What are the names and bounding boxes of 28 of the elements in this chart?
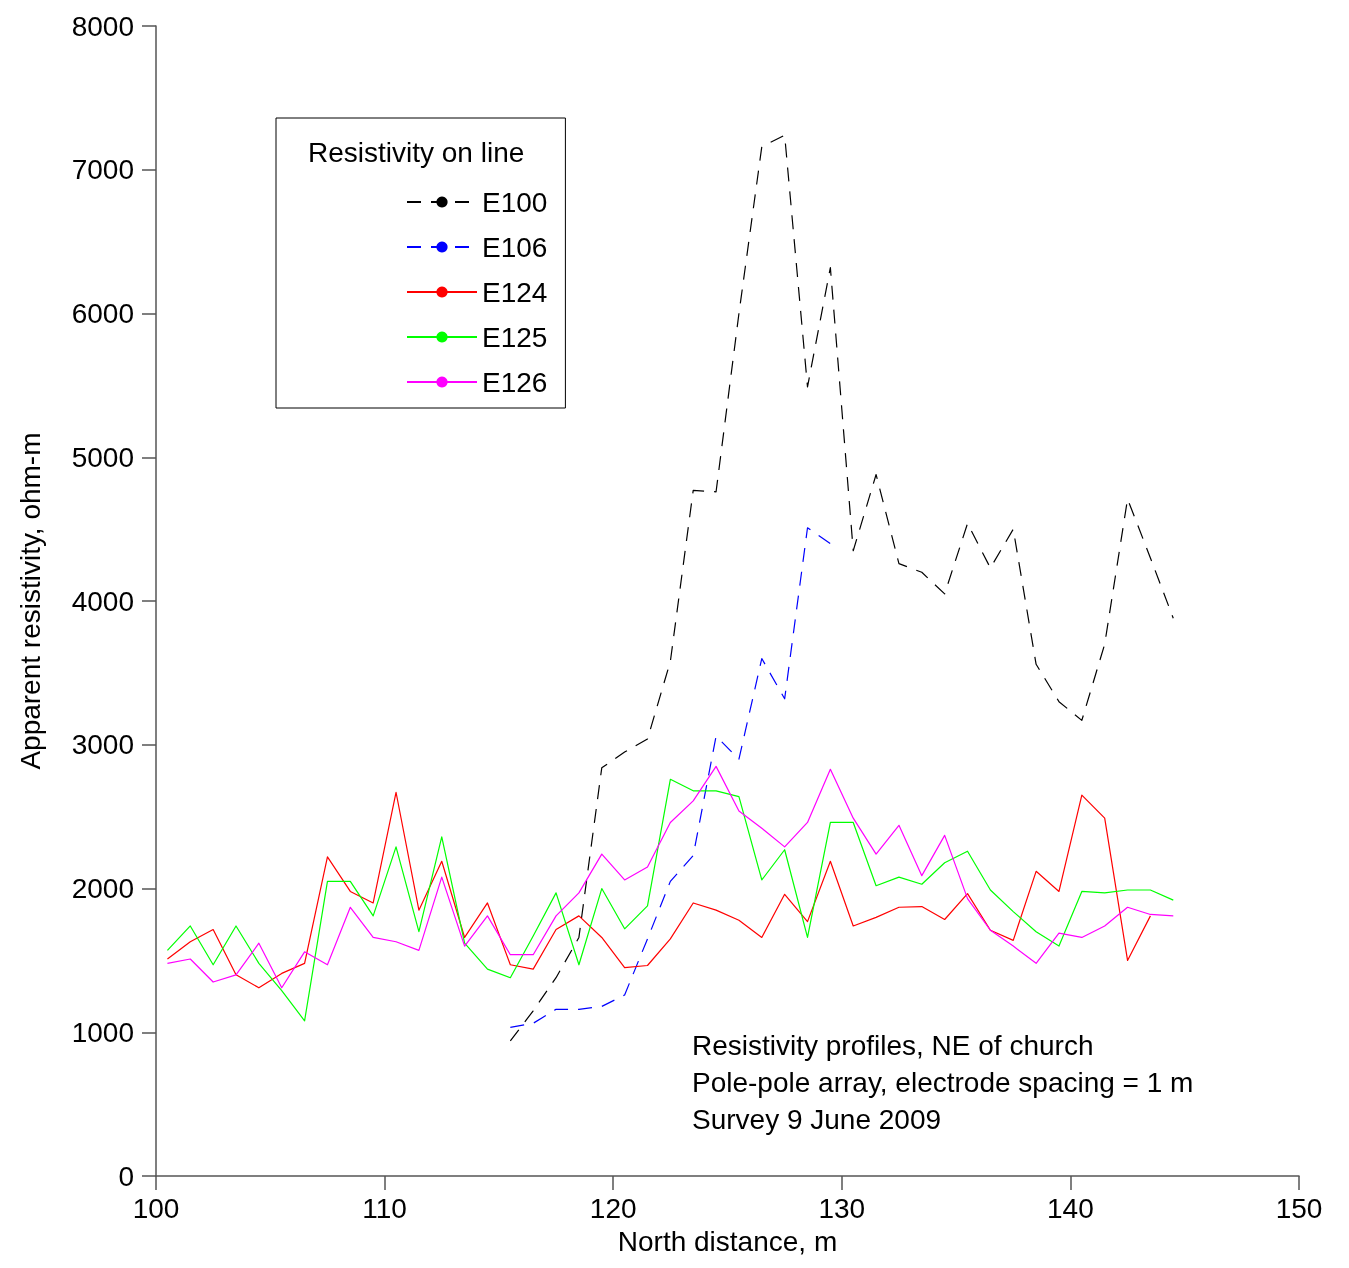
y-tick-label: 6000 bbox=[71, 298, 134, 330]
legend-label: E100 bbox=[482, 186, 548, 218]
x-tick-label: 100 bbox=[132, 1192, 180, 1224]
y-tick-label: 2000 bbox=[71, 873, 134, 905]
annotation: Pole-pole array, electrode spacing = 1 m bbox=[692, 1066, 1194, 1098]
legend-label: E106 bbox=[482, 231, 548, 263]
x-tick-label: 140 bbox=[1047, 1192, 1094, 1224]
line-series bbox=[166, 778, 1174, 1022]
x-tick-label: 120 bbox=[589, 1192, 637, 1224]
y-tick-label: 3000 bbox=[71, 729, 134, 761]
legend-label: E126 bbox=[482, 366, 548, 398]
y-tick-label: 7000 bbox=[71, 154, 134, 186]
legend-label: E125 bbox=[482, 321, 548, 353]
y-tick-label: 5000 bbox=[71, 441, 134, 473]
x-axis-title: North distance, m bbox=[617, 1225, 838, 1257]
y-axis-title: Apparent resistivity, ohm-m bbox=[14, 432, 46, 770]
y-tick-label: 0 bbox=[118, 1160, 134, 1192]
legend-title: Resistivity on line bbox=[308, 136, 525, 168]
y-tick-label: 8000 bbox=[71, 10, 134, 42]
x-tick-label: 150 bbox=[1275, 1192, 1323, 1224]
annotation: Survey 9 June 2009 bbox=[692, 1103, 942, 1135]
y-tick-label: 4000 bbox=[71, 585, 134, 617]
x-tick-label: 110 bbox=[362, 1192, 407, 1224]
line-series bbox=[509, 527, 831, 1028]
y-tick-label: 1000 bbox=[71, 1016, 134, 1048]
annotation: Resistivity profiles, NE of church bbox=[692, 1029, 1094, 1061]
x-tick-label: 130 bbox=[818, 1192, 866, 1224]
legend-label: E124 bbox=[482, 276, 548, 308]
